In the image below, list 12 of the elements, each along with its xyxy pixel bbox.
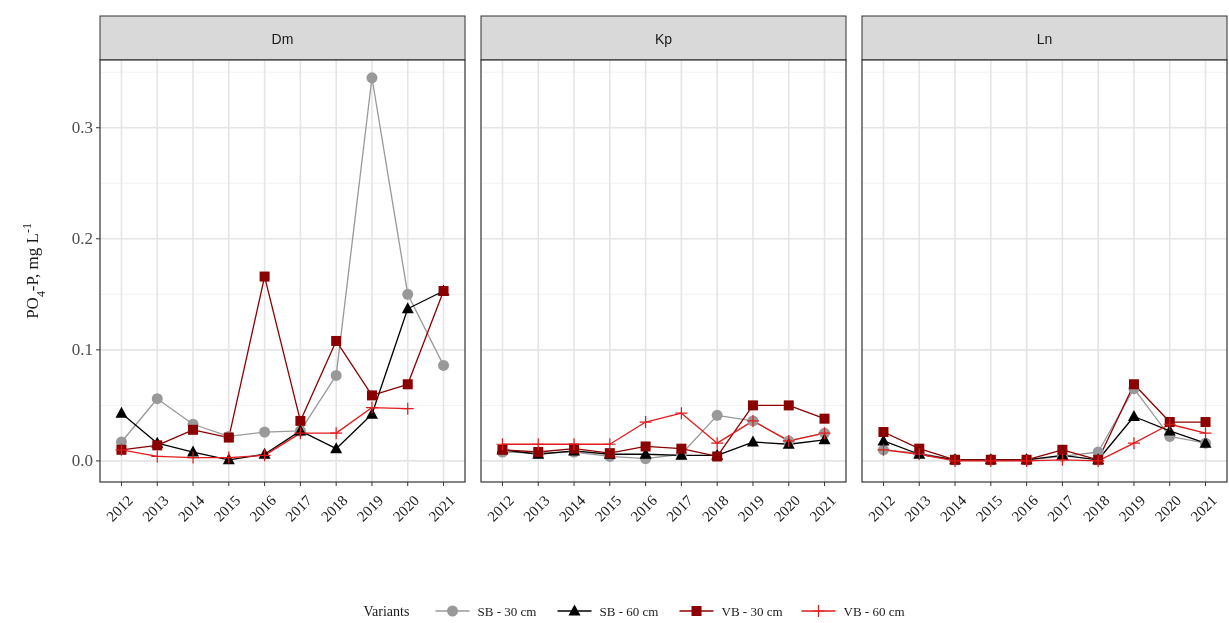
legend-title: Variants (363, 603, 410, 619)
y-tick-label: 0.1 (71, 340, 93, 360)
chart-title: Kp (654, 31, 673, 47)
legend-label: SB - 30 cm (477, 603, 537, 619)
y-tick-label: 0.0 (71, 451, 93, 471)
chart-title: Ln (1036, 31, 1053, 47)
y-tick-label: 0.3 (71, 118, 93, 138)
legend-label: VB - 60 cm (843, 603, 905, 619)
legend-label: SB - 60 cm (599, 603, 659, 619)
legend-label: VB - 30 cm (721, 603, 783, 619)
y-tick-label: 0.2 (71, 229, 93, 249)
chart-title: Dm (271, 31, 294, 47)
